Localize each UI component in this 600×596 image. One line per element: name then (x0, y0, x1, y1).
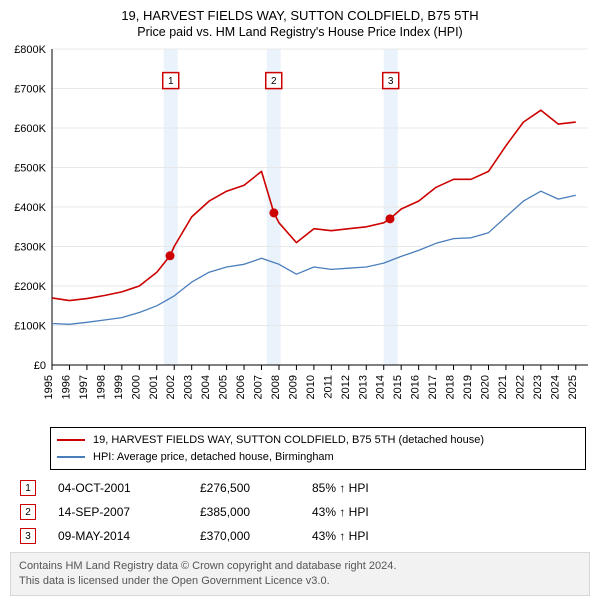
svg-text:1996: 1996 (60, 375, 72, 399)
svg-text:2013: 2013 (357, 375, 369, 399)
svg-text:3: 3 (388, 76, 394, 87)
footer-line: Contains HM Land Registry data © Crown c… (19, 559, 581, 574)
sale-price: £385,000 (200, 505, 290, 519)
svg-text:2: 2 (271, 76, 277, 87)
svg-text:2020: 2020 (479, 375, 491, 399)
legend-label: HPI: Average price, detached house, Birm… (93, 449, 334, 466)
legend-box: 19, HARVEST FIELDS WAY, SUTTON COLDFIELD… (50, 427, 586, 470)
svg-text:2003: 2003 (183, 375, 195, 399)
svg-text:2016: 2016 (410, 375, 422, 399)
title-sub: Price paid vs. HM Land Registry's House … (0, 25, 600, 39)
svg-text:£0: £0 (34, 360, 46, 372)
sales-row: 1 04-OCT-2001 £276,500 85% ↑ HPI (20, 476, 586, 500)
svg-text:2010: 2010 (305, 375, 317, 399)
sale-price: £276,500 (200, 481, 290, 495)
svg-text:£200K: £200K (14, 281, 46, 293)
svg-text:£500K: £500K (14, 163, 46, 175)
svg-text:2005: 2005 (218, 375, 230, 399)
svg-text:£800K: £800K (14, 44, 46, 56)
legend-item: 19, HARVEST FIELDS WAY, SUTTON COLDFIELD… (57, 432, 579, 449)
svg-text:2004: 2004 (200, 375, 212, 399)
svg-text:2017: 2017 (427, 375, 439, 399)
sale-date: 09-MAY-2014 (58, 529, 178, 543)
legend-item: HPI: Average price, detached house, Birm… (57, 449, 579, 466)
svg-text:2001: 2001 (148, 375, 160, 399)
svg-text:2012: 2012 (340, 375, 352, 399)
legend-label: 19, HARVEST FIELDS WAY, SUTTON COLDFIELD… (93, 432, 484, 449)
chart-container: £0 £100K £200K £300K £400K £500K £600K £700K £80… (0, 43, 600, 423)
svg-text:1998: 1998 (95, 375, 107, 399)
svg-text:1995: 1995 (43, 375, 55, 399)
svg-text:2015: 2015 (392, 375, 404, 399)
footer-line: This data is licensed under the Open Gov… (19, 574, 581, 589)
sales-row: 3 09-MAY-2014 £370,000 43% ↑ HPI (20, 524, 586, 548)
svg-text:2021: 2021 (497, 375, 509, 399)
svg-text:1999: 1999 (113, 375, 125, 399)
price-chart: £0 £100K £200K £300K £400K £500K £600K £700K £80… (0, 43, 600, 423)
sale-marker-icon: 2 (20, 504, 36, 520)
svg-text:£700K: £700K (14, 84, 46, 96)
svg-text:2025: 2025 (567, 375, 579, 399)
chart-title-block: 19, HARVEST FIELDS WAY, SUTTON COLDFIELD… (0, 0, 600, 43)
svg-text:2014: 2014 (375, 375, 387, 399)
svg-text:2018: 2018 (445, 375, 457, 399)
svg-text:2000: 2000 (130, 375, 142, 399)
svg-text:1997: 1997 (78, 375, 90, 399)
sale-date: 14-SEP-2007 (58, 505, 178, 519)
svg-text:2006: 2006 (235, 375, 247, 399)
sales-table: 1 04-OCT-2001 £276,500 85% ↑ HPI 2 14-SE… (20, 476, 586, 548)
svg-text:1: 1 (168, 76, 174, 87)
svg-text:£100K: £100K (14, 321, 46, 333)
svg-text:2019: 2019 (462, 375, 474, 399)
svg-text:2023: 2023 (532, 375, 544, 399)
svg-text:2011: 2011 (322, 375, 334, 399)
footer-note: Contains HM Land Registry data © Crown c… (10, 552, 590, 596)
svg-text:2007: 2007 (253, 375, 265, 399)
sale-pct: 43% ↑ HPI (312, 505, 422, 519)
svg-text:2022: 2022 (514, 375, 526, 399)
svg-text:2024: 2024 (549, 375, 561, 399)
sales-row: 2 14-SEP-2007 £385,000 43% ↑ HPI (20, 500, 586, 524)
legend-swatch (57, 456, 85, 458)
sale-marker-icon: 1 (20, 480, 36, 496)
sale-date: 04-OCT-2001 (58, 481, 178, 495)
sale-pct: 85% ↑ HPI (312, 481, 422, 495)
svg-text:2009: 2009 (287, 375, 299, 399)
svg-text:£300K: £300K (14, 242, 46, 254)
sale-price: £370,000 (200, 529, 290, 543)
svg-text:2002: 2002 (165, 375, 177, 399)
sale-marker-icon: 3 (20, 528, 36, 544)
title-main: 19, HARVEST FIELDS WAY, SUTTON COLDFIELD… (0, 8, 600, 23)
svg-text:2008: 2008 (270, 375, 282, 399)
legend-swatch (57, 439, 85, 441)
sale-pct: 43% ↑ HPI (312, 529, 422, 543)
svg-text:£400K: £400K (14, 202, 46, 214)
svg-text:£600K: £600K (14, 123, 46, 135)
